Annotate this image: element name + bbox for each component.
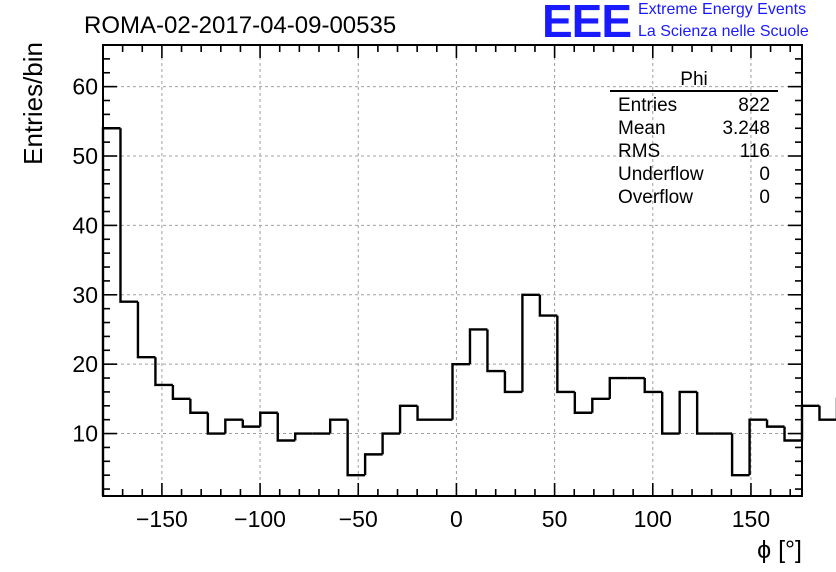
histogram-bin xyxy=(119,128,138,303)
tick-labels: −150 −100 −50 0 50 100 150 10 20 30 40 50 60 xyxy=(72,74,770,532)
x-tick-label: −100 xyxy=(234,506,286,532)
histogram-bin xyxy=(748,418,768,476)
histogram-bin xyxy=(486,329,505,373)
y-tick-label: 10 xyxy=(72,421,98,447)
x-tick-label: 0 xyxy=(450,506,463,532)
y-tick-label: 20 xyxy=(72,351,98,377)
x-axis-label: ϕ [°] xyxy=(757,536,802,564)
histogram-bin xyxy=(643,378,663,394)
histogram-bin xyxy=(503,371,523,394)
stats-value: 0 xyxy=(759,187,770,208)
brand-line-2: La Scienza nelle Scuole xyxy=(638,23,809,40)
plot-frame xyxy=(102,44,803,497)
histogram-bin xyxy=(818,405,836,421)
stats-label: Overflow xyxy=(618,187,693,208)
x-tick-label: 100 xyxy=(634,506,672,532)
histogram-bin xyxy=(608,376,628,399)
histogram-bin xyxy=(259,411,278,427)
histogram-bin xyxy=(695,391,715,435)
stats-value: 3.248 xyxy=(722,118,770,139)
histogram-bin xyxy=(381,432,401,455)
stats-value: 0 xyxy=(759,164,770,185)
stats-title: Phi xyxy=(610,70,778,92)
y-axis-label: Entries/bin xyxy=(18,42,48,165)
histogram-bin xyxy=(189,398,208,414)
histogram-bin xyxy=(556,315,575,394)
y-tick-label: 50 xyxy=(72,143,98,169)
histogram-bin xyxy=(765,419,785,428)
stats-row-entries: Entries 822 xyxy=(610,94,778,117)
x-tick-label: −150 xyxy=(136,506,188,532)
grid-lines xyxy=(103,45,802,496)
stats-label: Entries xyxy=(618,95,678,116)
histogram-bin xyxy=(328,418,348,434)
eee-brand: EEE Extreme Energy Events La Scienza nel… xyxy=(542,0,832,46)
eee-logo: EEE xyxy=(542,0,632,47)
stats-label: RMS xyxy=(618,141,661,162)
histogram-bin xyxy=(783,426,802,442)
histogram-bin xyxy=(398,404,418,434)
stats-label: Mean xyxy=(618,118,666,139)
stats-row-overflow: Overflow 0 xyxy=(610,186,778,209)
y-tick-label: 60 xyxy=(72,74,98,100)
histogram-bin xyxy=(294,432,313,441)
histogram-bin xyxy=(241,419,261,428)
chart-title: ROMA-02-2017-04-09-00535 xyxy=(84,12,396,39)
histogram-bin xyxy=(136,301,156,359)
histogram-bin xyxy=(154,357,173,387)
y-tick-label: 30 xyxy=(72,282,98,308)
x-tick-label: 50 xyxy=(542,506,568,532)
histogram-bin xyxy=(171,384,191,401)
stats-box: Phi Entries 822 Mean 3.248 RMS 116 Under… xyxy=(610,70,778,209)
histogram-bin xyxy=(661,391,680,435)
y-tick-label: 40 xyxy=(72,212,98,238)
histogram-bin xyxy=(538,294,558,317)
stats-label: Underflow xyxy=(618,164,704,185)
histogram-bin xyxy=(468,328,488,365)
histogram-bin xyxy=(363,453,383,476)
histogram-bin xyxy=(678,390,698,434)
histogram-bin xyxy=(591,397,610,413)
stats-row-underflow: Underflow 0 xyxy=(610,163,778,186)
histogram-bin xyxy=(800,404,820,441)
histogram-bars xyxy=(101,127,836,496)
histogram-bin xyxy=(224,418,243,434)
histogram-bin xyxy=(206,412,226,435)
histogram-bin xyxy=(730,433,750,477)
stats-value: 822 xyxy=(738,95,770,116)
stats-row-rms: RMS 116 xyxy=(610,140,778,163)
stats-row-mean: Mean 3.248 xyxy=(610,117,778,140)
brand-line-1: Extreme Energy Events xyxy=(638,1,807,18)
histogram-bin xyxy=(416,405,436,421)
axis-ticks xyxy=(103,44,802,496)
histogram-bin xyxy=(346,419,366,477)
histogram-bin xyxy=(573,391,593,414)
stats-value: 116 xyxy=(739,141,770,162)
histogram-bin xyxy=(276,412,296,442)
x-tick-label: −50 xyxy=(339,506,378,532)
x-tick-label: 150 xyxy=(732,506,770,532)
histogram-bin xyxy=(451,362,470,420)
histogram-bin xyxy=(521,293,540,392)
